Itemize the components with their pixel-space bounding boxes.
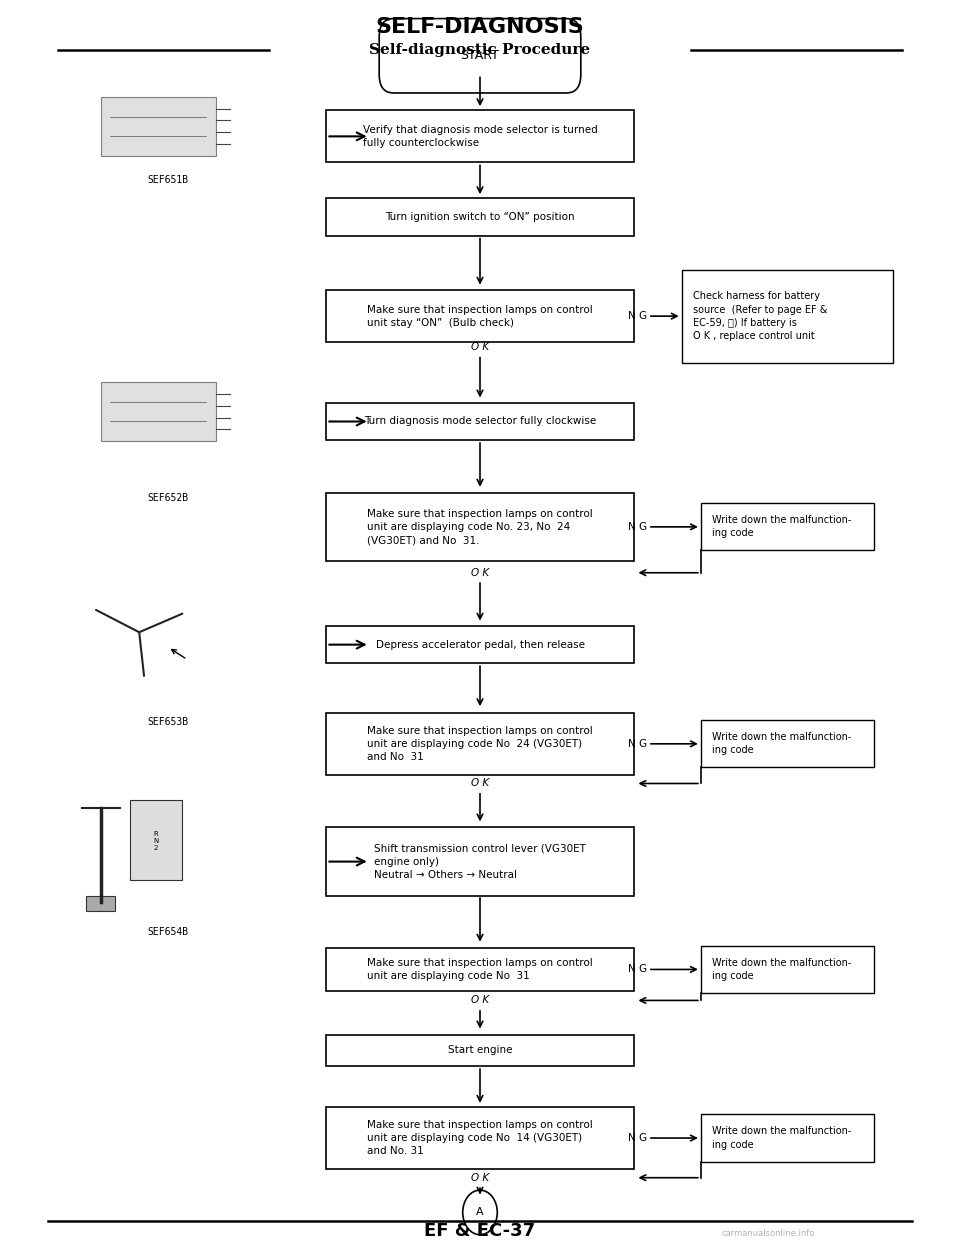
Bar: [701, 1114, 874, 1161]
Text: R
N
2: R N 2: [153, 831, 158, 851]
Text: Depress accelerator pedal, then release: Depress accelerator pedal, then release: [375, 640, 585, 650]
Text: SEF653B: SEF653B: [148, 717, 188, 727]
Text: SEF654B: SEF654B: [148, 928, 188, 938]
Bar: [326, 291, 634, 342]
Text: N G: N G: [628, 739, 647, 749]
Text: O K: O K: [471, 995, 489, 1006]
Text: Make sure that inspection lamps on control
unit are displaying code No. 23, No  : Make sure that inspection lamps on contr…: [367, 509, 593, 545]
Text: Write down the malfunction-
ing code: Write down the malfunction- ing code: [712, 733, 852, 755]
Bar: [86, 897, 115, 912]
Text: Make sure that inspection lamps on control
unit are displaying code No  24 (VG30: Make sure that inspection lamps on contr…: [367, 725, 593, 763]
Text: N G: N G: [628, 522, 647, 532]
Bar: [326, 1035, 634, 1066]
Text: O K: O K: [471, 568, 489, 578]
Bar: [326, 493, 634, 561]
Text: O K: O K: [471, 342, 489, 353]
Text: N G: N G: [628, 312, 647, 322]
Text: EF & EC-37: EF & EC-37: [424, 1222, 536, 1240]
Bar: [326, 402, 634, 440]
Text: O K: O K: [471, 779, 489, 789]
Text: SEF652B: SEF652B: [148, 493, 188, 503]
Bar: [326, 111, 634, 163]
Text: N G: N G: [628, 965, 647, 975]
Bar: [701, 503, 874, 550]
Text: Write down the malfunction-
ing code: Write down the malfunction- ing code: [712, 958, 852, 981]
Text: Turn ignition switch to “ON” position: Turn ignition switch to “ON” position: [385, 212, 575, 222]
FancyBboxPatch shape: [379, 19, 581, 93]
Text: SELF-DIAGNOSIS: SELF-DIAGNOSIS: [375, 17, 585, 37]
Bar: [326, 626, 634, 663]
Bar: [701, 946, 874, 994]
Bar: [326, 827, 634, 895]
Bar: [101, 381, 216, 441]
Text: Write down the malfunction-
ing code: Write down the malfunction- ing code: [712, 515, 852, 539]
Text: Start engine: Start engine: [447, 1045, 513, 1054]
Text: Shift transmission control lever (VG30ET
engine only)
Neutral → Others → Neutral: Shift transmission control lever (VG30ET…: [374, 843, 586, 879]
Text: carmanualsonline.info: carmanualsonline.info: [721, 1230, 815, 1238]
Bar: [701, 720, 874, 768]
Text: Make sure that inspection lamps on control
unit stay “ON”  (Bulb check): Make sure that inspection lamps on contr…: [367, 304, 593, 328]
Text: Check harness for battery
source  (Refer to page EF &
EC-59, Ⓡ) If battery is
O : Check harness for battery source (Refer …: [693, 292, 828, 340]
Text: Write down the malfunction-
ing code: Write down the malfunction- ing code: [712, 1126, 852, 1150]
Text: O K: O K: [471, 1172, 489, 1182]
Bar: [101, 97, 216, 156]
Bar: [130, 800, 182, 881]
Text: SEF651B: SEF651B: [148, 175, 188, 185]
Bar: [326, 1107, 634, 1169]
Text: START: START: [461, 50, 499, 62]
Text: Make sure that inspection lamps on control
unit are displaying code No  31: Make sure that inspection lamps on contr…: [367, 958, 593, 981]
Text: Self-diagnostic Procedure: Self-diagnostic Procedure: [370, 42, 590, 57]
Bar: [682, 270, 893, 363]
Bar: [326, 948, 634, 991]
Text: Make sure that inspection lamps on control
unit are displaying code No  14 (VG30: Make sure that inspection lamps on contr…: [367, 1120, 593, 1156]
Text: A: A: [476, 1207, 484, 1217]
Bar: [326, 199, 634, 236]
Text: Verify that diagnosis mode selector is turned
fully counterclockwise: Verify that diagnosis mode selector is t…: [363, 124, 597, 148]
Text: Turn diagnosis mode selector fully clockwise: Turn diagnosis mode selector fully clock…: [364, 416, 596, 426]
Text: N G: N G: [628, 1133, 647, 1143]
Bar: [326, 713, 634, 775]
